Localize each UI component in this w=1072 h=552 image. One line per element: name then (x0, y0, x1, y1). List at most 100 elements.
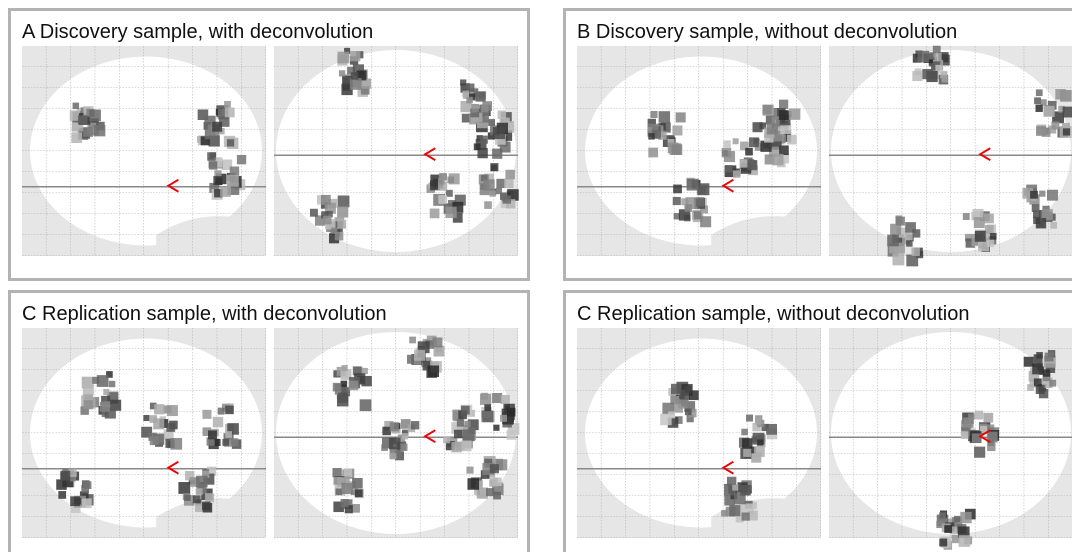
activation-voxel (225, 406, 234, 415)
activation-voxel (1055, 89, 1065, 99)
activation-voxel (109, 381, 115, 387)
activation-voxel (466, 467, 473, 474)
activation-voxel (896, 217, 905, 226)
activation-voxel (225, 431, 232, 438)
activation-voxel (685, 409, 692, 416)
activation-voxel (213, 417, 223, 427)
activation-voxel (972, 433, 981, 442)
activation-voxel (648, 133, 654, 139)
activation-voxel (490, 478, 498, 486)
activation-voxel (443, 436, 450, 443)
activation-voxel (489, 190, 495, 196)
activation-voxel (341, 483, 352, 494)
activation-voxel (343, 468, 352, 477)
activation-voxel (224, 101, 231, 108)
activation-voxel (1030, 191, 1038, 199)
activation-voxel (733, 138, 739, 144)
activation-voxel (725, 165, 732, 172)
sagittal-view (22, 46, 266, 256)
activation-voxel (942, 76, 948, 82)
activation-voxel (481, 393, 488, 400)
activation-voxel (505, 170, 514, 179)
activation-voxel (150, 436, 159, 445)
activation-voxel (230, 166, 239, 175)
activation-voxel (1063, 107, 1072, 118)
activation-voxel (975, 231, 986, 242)
panel-title: C Replication sample, with deconvolution (22, 303, 387, 325)
activation-voxel (447, 177, 454, 184)
activation-voxel (671, 384, 682, 395)
activation-voxel (360, 399, 372, 411)
activation-voxel (463, 429, 475, 441)
activation-voxel (906, 255, 918, 267)
activation-voxel (1036, 385, 1045, 394)
activation-voxel (207, 152, 215, 160)
activation-voxel (673, 197, 681, 205)
activation-voxel (178, 482, 190, 494)
grid (829, 46, 1072, 256)
panel: A Discovery sample, with deconvolution (10, 10, 529, 280)
activation-voxel (341, 381, 348, 388)
activation-voxel (755, 418, 761, 424)
activation-voxel (409, 337, 416, 344)
activation-voxel (696, 199, 704, 207)
activation-voxel (237, 155, 246, 164)
activation-voxel (355, 489, 363, 497)
activation-voxel (466, 84, 474, 92)
activation-voxel (428, 365, 440, 377)
activation-voxel (332, 468, 341, 477)
activation-voxel (414, 350, 425, 361)
activation-voxel (961, 431, 969, 439)
activation-voxel (222, 439, 229, 446)
activation-voxel (212, 122, 222, 132)
activation-voxel (333, 383, 342, 392)
activation-voxel (1051, 121, 1059, 129)
activation-voxel (97, 375, 109, 387)
activation-voxel (71, 132, 82, 143)
activation-voxel (911, 248, 919, 256)
activation-voxel (501, 395, 510, 404)
activation-voxel (906, 240, 913, 247)
sagittal-view (577, 328, 821, 538)
activation-voxel (504, 179, 513, 188)
panel: B Discovery sample, without deconvolutio… (565, 10, 1072, 280)
activation-voxel (681, 399, 689, 407)
activation-voxel (451, 442, 461, 452)
activation-voxel (343, 476, 349, 482)
activation-voxel (676, 112, 686, 122)
activation-voxel (60, 471, 70, 481)
activation-voxel (749, 137, 759, 147)
activation-voxel (438, 195, 447, 204)
grid (577, 328, 821, 538)
activation-voxel (56, 479, 66, 489)
activation-voxel (747, 160, 757, 170)
activation-voxel (724, 140, 731, 147)
activation-voxel (939, 512, 946, 519)
panel-title: A Discovery sample, with deconvolution (22, 21, 373, 43)
activation-voxel (672, 125, 682, 135)
activation-voxel (457, 419, 464, 426)
activation-voxel (1063, 128, 1070, 135)
activation-voxel (740, 485, 751, 496)
activation-voxel (1050, 222, 1057, 229)
activation-voxel (490, 464, 499, 473)
activation-voxel (935, 65, 941, 71)
activation-voxel (944, 525, 952, 533)
activation-voxel (659, 111, 670, 122)
activation-voxel (1042, 128, 1051, 137)
activation-voxel (341, 365, 347, 371)
activation-voxel (918, 51, 930, 63)
activation-voxel (963, 418, 973, 428)
activation-voxel (959, 535, 971, 547)
activation-voxel (694, 212, 701, 219)
activation-voxel (335, 232, 344, 241)
activation-voxel (742, 512, 750, 520)
activation-voxel (739, 159, 747, 167)
activation-voxel (94, 125, 105, 136)
activation-voxel (474, 143, 481, 150)
activation-voxel (1047, 190, 1058, 201)
activation-voxel (766, 424, 777, 435)
activation-voxel (167, 405, 178, 416)
activation-voxel (963, 213, 970, 220)
activation-voxel (762, 105, 771, 114)
